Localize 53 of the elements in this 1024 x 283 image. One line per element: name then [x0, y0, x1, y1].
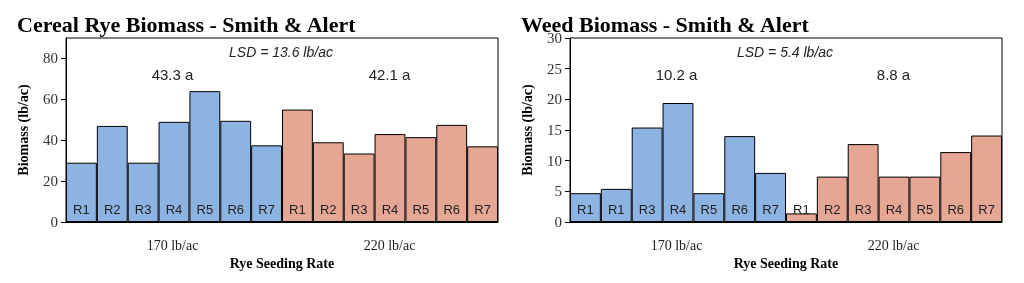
x-tick-label: R5: [196, 202, 214, 217]
x-tick-label: R4: [669, 202, 687, 217]
x-tick-label: R2: [823, 202, 841, 217]
x-tick-label: R1: [577, 202, 594, 217]
y-tick-label: 5: [554, 183, 562, 200]
y-tick-label: 0: [50, 214, 58, 230]
x-tick-label: R6: [731, 202, 749, 217]
annotation: 42.1 a: [368, 65, 411, 83]
x-tick-label: R7: [978, 202, 995, 217]
x-tick-label: R6: [227, 202, 245, 217]
text: 170 lb/ac: [146, 237, 199, 253]
y-tick-label: 10: [547, 152, 562, 169]
y-tick-label: 25: [547, 60, 562, 77]
x-tick-label: R2: [103, 202, 121, 217]
text: 220 lb/ac: [867, 237, 920, 253]
y-tick-label: 20: [547, 91, 562, 108]
annotation: LSD = 5.4 lb/ac: [736, 44, 834, 60]
y-tick-label: 0: [554, 214, 562, 230]
x-tick-label: R5: [700, 202, 718, 217]
annotation: 10.2 a: [655, 65, 698, 83]
x-axis-title: Rye Seeding Rate: [733, 255, 839, 271]
x-tick-label: R4: [381, 202, 399, 217]
text: 220 lb/ac: [363, 237, 416, 253]
x-tick-label: R3: [134, 202, 152, 217]
chart-title: Cereal Rye Biomass - Smith & Alert: [17, 11, 357, 37]
x-tick-label: R1: [73, 202, 90, 217]
x-tick-label: R1: [607, 202, 625, 217]
y-tick-label: 60: [43, 91, 58, 108]
y-tick-label: 20: [43, 173, 58, 190]
y-axis-title: Biomass (lb/ac): [519, 83, 536, 176]
x-tick-label: R4: [165, 202, 183, 217]
x-tick-label: R7: [474, 202, 491, 217]
x-tick-label: R7: [258, 202, 275, 217]
y-tick-label: 80: [43, 50, 58, 67]
x-tick-label: R1: [289, 202, 306, 217]
y-tick-label: 15: [547, 122, 562, 138]
x-tick-label: R5: [916, 202, 934, 217]
y-axis-title: Biomass (lb/ac): [15, 83, 32, 176]
x-tick-label: R7: [762, 202, 779, 217]
text: 170 lb/ac: [650, 237, 703, 253]
x-tick-label: R3: [350, 202, 368, 217]
x-tick-label: R4: [885, 202, 903, 217]
annotation: 43.3 a: [151, 65, 194, 83]
x-axis-title: Rye Seeding Rate: [229, 255, 335, 271]
x-tick-label: R6: [947, 202, 965, 217]
annotation: 8.8 a: [876, 65, 911, 83]
x-tick-label: R6: [443, 202, 461, 217]
x-tick-label: R3: [638, 202, 656, 217]
x-tick-label: R2: [319, 202, 337, 217]
y-tick-label: 40: [43, 132, 58, 149]
annotation: LSD = 13.6 lb/ac: [229, 44, 333, 60]
x-tick-label: R3: [854, 202, 872, 217]
x-tick-label: R5: [412, 202, 430, 217]
